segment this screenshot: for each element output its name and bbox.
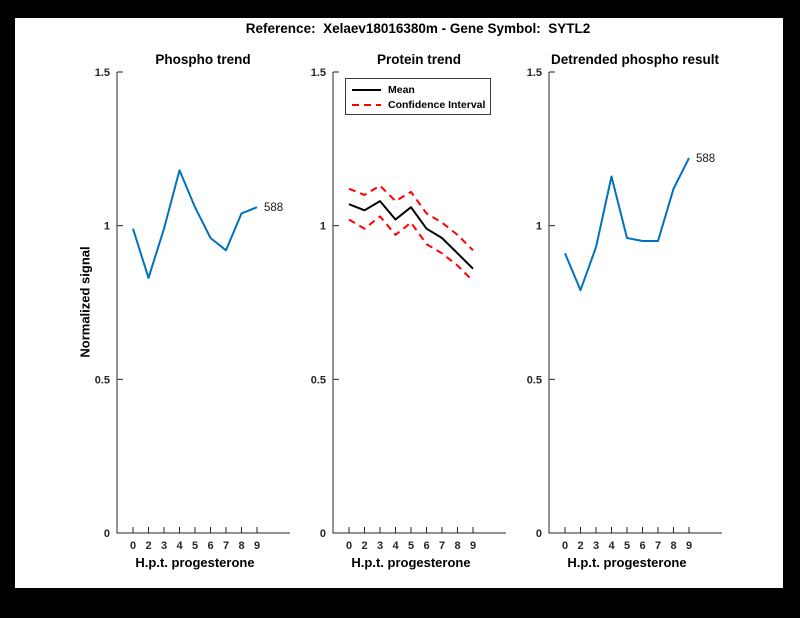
- y-tick-label: 1.5: [95, 67, 110, 79]
- x-tick-label: 3: [593, 540, 599, 552]
- x-tick-label: 8: [238, 540, 244, 552]
- confidence-interval-line-sample-icon: [352, 103, 381, 106]
- x-axis-label-phospho: H.p.t. progesterone: [135, 555, 255, 570]
- y-tick-label: 1: [536, 221, 542, 233]
- y-tick-label: 1: [320, 221, 326, 233]
- plot-title-phospho-trend: Phospho trend: [155, 52, 251, 67]
- legend-box: Mean Confidence Interval: [345, 78, 491, 115]
- x-tick-label: 6: [639, 540, 645, 552]
- x-tick-label: 4: [392, 540, 399, 552]
- axes-spines: [548, 72, 722, 534]
- x-tick-label: 3: [377, 540, 383, 552]
- axes-spines: [332, 72, 506, 534]
- x-tick-label: 2: [577, 540, 583, 552]
- x-tick-label: 9: [686, 540, 692, 552]
- endpoint-label: 588: [696, 153, 715, 165]
- plot-title-detrended-result: Detrended phospho result: [550, 52, 720, 67]
- series-line-phospho-signal: [132, 169, 258, 279]
- x-tick-label: 6: [423, 540, 429, 552]
- mean-line-sample-icon: [352, 88, 381, 91]
- series-line-mean: [348, 200, 474, 270]
- x-tick-label: 3: [161, 540, 167, 552]
- x-tick-label: 0: [130, 540, 136, 552]
- series-line-detrended-phospho-signal: [564, 157, 690, 292]
- y-tick-label: 0: [320, 528, 326, 540]
- axes-spines: [116, 72, 290, 534]
- x-tick-label: 2: [361, 540, 367, 552]
- y-tick-label: 0.5: [527, 374, 542, 386]
- x-tick-label: 8: [670, 540, 676, 552]
- y-tick-label: 0: [104, 528, 110, 540]
- x-tick-label: 5: [192, 540, 198, 552]
- legend-label-mean: Mean: [388, 83, 415, 96]
- x-tick-label: 7: [439, 540, 445, 552]
- x-tick-label: 5: [408, 540, 414, 552]
- legend-item-confidence-interval: Confidence Interval: [346, 97, 490, 112]
- figure-suptitle: Reference: Xelaev18016380m - Gene Symbol…: [245, 21, 591, 36]
- y-tick-label: 1.5: [527, 67, 542, 79]
- plot-title-protein-trend: Protein trend: [376, 52, 462, 67]
- y-tick-label: 0.5: [311, 374, 326, 386]
- x-tick-label: 2: [145, 540, 151, 552]
- y-tick-label: 1: [104, 221, 110, 233]
- x-tick-label: 5: [624, 540, 630, 552]
- x-tick-label: 4: [176, 540, 183, 552]
- endpoint-label: 588: [264, 202, 283, 214]
- y-axis-label: Normalized signal: [77, 246, 93, 358]
- x-tick-label: 9: [254, 540, 260, 552]
- x-tick-label: 6: [207, 540, 213, 552]
- x-tick-label: 0: [346, 540, 352, 552]
- legend-item-mean: Mean: [346, 82, 490, 97]
- y-tick-label: 0: [536, 528, 542, 540]
- x-tick-label: 8: [454, 540, 460, 552]
- x-axis-label-detrended: H.p.t. progesterone: [567, 555, 687, 570]
- subplot-1: 00.511.50 2 3 4 5 6 7 8 9: [311, 67, 506, 552]
- series-line-confidence-interval-upper: [348, 184, 474, 252]
- x-tick-label: 7: [655, 540, 661, 552]
- x-tick-label: 9: [470, 540, 476, 552]
- y-tick-label: 1.5: [311, 67, 326, 79]
- x-tick-label: 4: [608, 540, 615, 552]
- y-tick-label: 0.5: [95, 374, 110, 386]
- legend-label-confidence-interval: Confidence Interval: [388, 98, 486, 111]
- x-tick-label: 7: [223, 540, 229, 552]
- series-line-confidence-interval-lower: [348, 215, 474, 282]
- x-tick-label: 0: [562, 540, 568, 552]
- x-axis-label-protein: H.p.t. progesterone: [351, 555, 471, 570]
